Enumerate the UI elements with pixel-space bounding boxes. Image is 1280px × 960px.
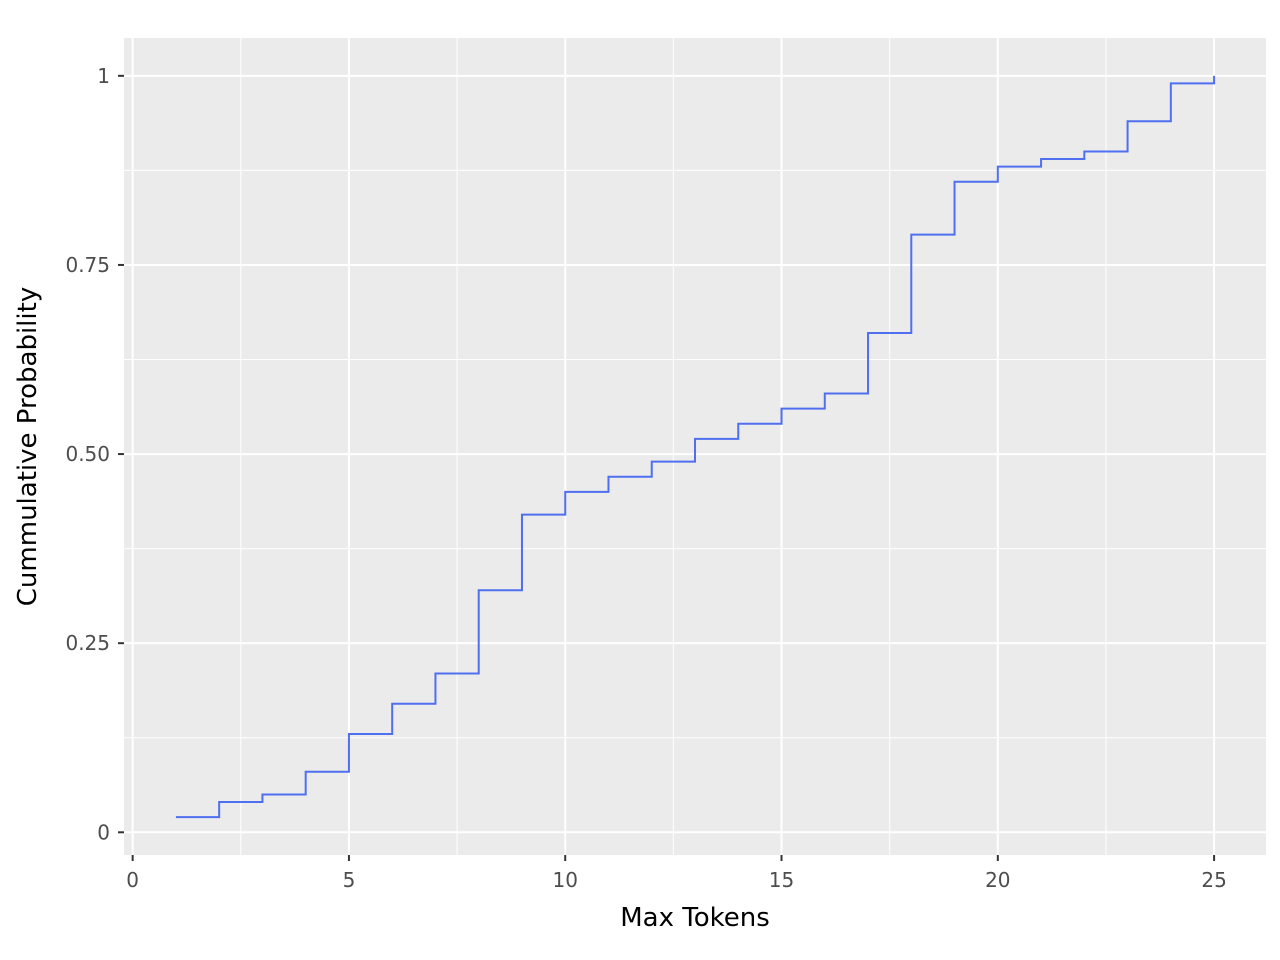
- y-tick-label: 0.50: [65, 442, 110, 466]
- y-axis: 0 0.25 0.50 0.75 1: [65, 64, 124, 844]
- y-axis-title: Cummulative Probability: [13, 287, 43, 606]
- minor-gridlines: [124, 38, 1266, 855]
- series-layer: [175, 75, 1216, 819]
- x-axis: 0 5 10 15 20 25: [126, 855, 1227, 892]
- y-tick-label: 0.75: [65, 253, 110, 277]
- x-tick-label: 5: [343, 868, 356, 892]
- major-gridlines: [124, 38, 1266, 855]
- x-tick-label: 15: [769, 868, 794, 892]
- x-tick-label: 0: [126, 868, 139, 892]
- x-tick-label: 25: [1201, 868, 1226, 892]
- x-tick-label: 10: [553, 868, 578, 892]
- y-tick-label: 0.25: [65, 631, 110, 655]
- y-tick-label: 1: [97, 64, 110, 88]
- x-tick-label: 20: [985, 868, 1010, 892]
- x-axis-title: Max Tokens: [620, 903, 770, 933]
- y-tick-label: 0: [97, 820, 110, 844]
- series-step-line: [175, 75, 1216, 819]
